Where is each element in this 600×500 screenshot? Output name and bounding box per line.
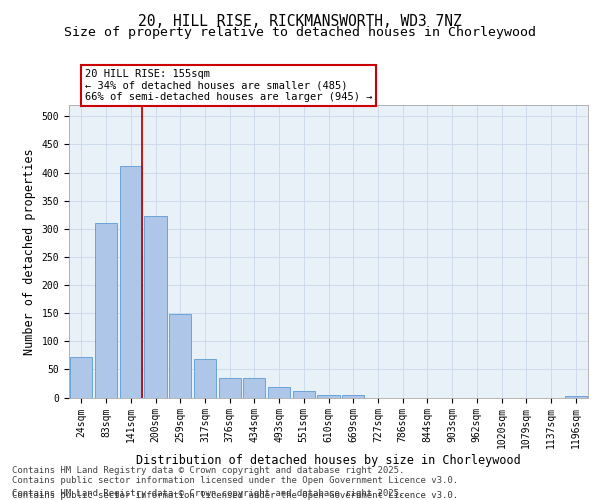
Text: Contains public sector information licensed under the Open Government Licence v3: Contains public sector information licen… — [12, 476, 458, 485]
Text: 20 HILL RISE: 155sqm
← 34% of detached houses are smaller (485)
66% of semi-deta: 20 HILL RISE: 155sqm ← 34% of detached h… — [85, 69, 372, 102]
Bar — [342, 394, 364, 398]
Bar — [565, 396, 587, 398]
Bar — [268, 388, 290, 398]
Bar — [194, 359, 216, 398]
Bar — [169, 314, 191, 398]
Text: Contains public sector information licensed under the Open Government Licence v3: Contains public sector information licen… — [12, 491, 458, 500]
Y-axis label: Number of detached properties: Number of detached properties — [23, 148, 36, 354]
Text: Size of property relative to detached houses in Chorleywood: Size of property relative to detached ho… — [64, 26, 536, 39]
Text: Contains HM Land Registry data © Crown copyright and database right 2025.: Contains HM Land Registry data © Crown c… — [12, 488, 404, 498]
Bar — [218, 378, 241, 398]
Bar — [70, 357, 92, 398]
Bar — [243, 378, 265, 398]
Bar — [145, 216, 167, 398]
Text: Contains HM Land Registry data © Crown copyright and database right 2025.: Contains HM Land Registry data © Crown c… — [12, 466, 404, 475]
X-axis label: Distribution of detached houses by size in Chorleywood: Distribution of detached houses by size … — [136, 454, 521, 467]
Bar — [95, 222, 117, 398]
Bar — [119, 166, 142, 398]
Bar — [293, 392, 315, 398]
Bar — [317, 394, 340, 398]
Text: 20, HILL RISE, RICKMANSWORTH, WD3 7NZ: 20, HILL RISE, RICKMANSWORTH, WD3 7NZ — [138, 14, 462, 29]
